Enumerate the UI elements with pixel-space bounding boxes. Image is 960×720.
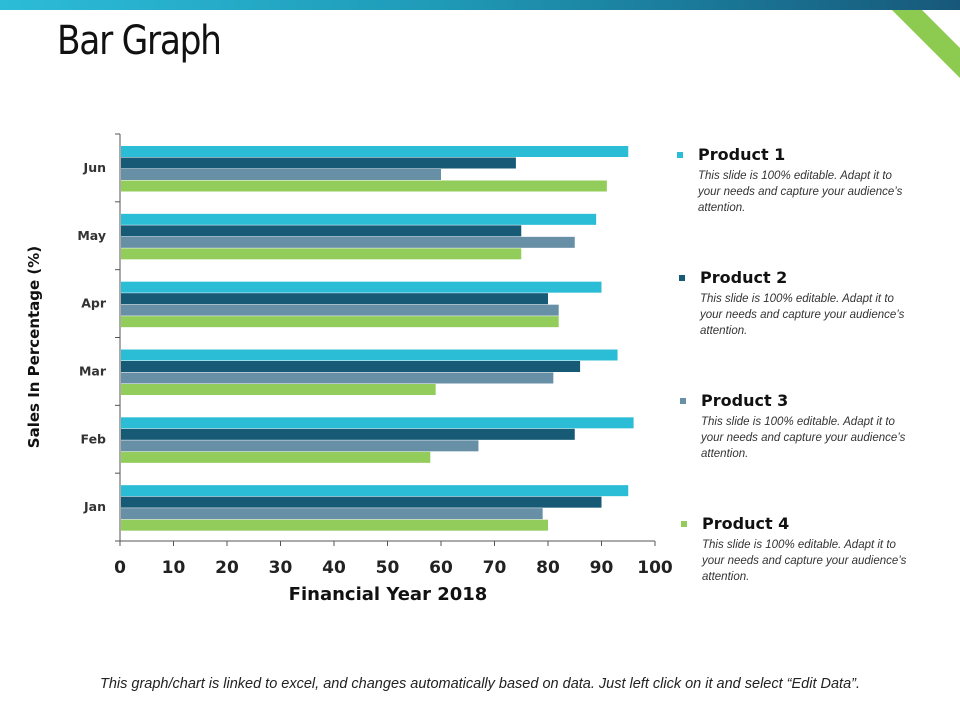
legend-description: This slide is 100% editable. Adapt it to… bbox=[701, 416, 906, 460]
bar-feb-product-4 bbox=[121, 451, 431, 463]
bar-jun-product-1 bbox=[121, 146, 629, 157]
bar-jun-product-2 bbox=[121, 157, 516, 169]
x-tick-label: 50 bbox=[376, 558, 400, 578]
x-axis-label: Financial Year 2018 bbox=[288, 584, 488, 605]
x-tick-label: 100 bbox=[637, 558, 673, 578]
x-tick-label: 80 bbox=[536, 558, 560, 578]
bar-mar-product-4 bbox=[121, 384, 436, 395]
footer-note: This graph/chart is linked to excel, and… bbox=[99, 676, 861, 692]
bar-jan-product-2 bbox=[121, 496, 602, 508]
legend-description: This slide is 100% editable. Adapt it to… bbox=[702, 539, 907, 583]
legend-item-product-1: Product 1 This slide is 100% editable. A… bbox=[677, 145, 917, 216]
bar-jun-product-4 bbox=[121, 180, 607, 192]
legend-swatch-icon bbox=[680, 397, 686, 404]
legend-name: Product 2 bbox=[700, 268, 788, 287]
bar-may-product-4 bbox=[121, 248, 522, 260]
bar-may-product-3 bbox=[121, 236, 575, 248]
bar-apr-product-2 bbox=[121, 293, 548, 305]
y-tick-label: May bbox=[77, 228, 106, 243]
x-tick-label: 0 bbox=[114, 558, 126, 578]
bar-jan-product-4 bbox=[121, 519, 548, 531]
x-tick-label: 90 bbox=[590, 558, 614, 578]
legend-name: Product 1 bbox=[698, 145, 786, 164]
y-tick-label: Feb bbox=[81, 431, 107, 446]
corner-stripe bbox=[892, 10, 960, 78]
x-tick-label: 30 bbox=[269, 558, 293, 578]
legend-item-product-4: Product 4 This slide is 100% editable. A… bbox=[681, 514, 921, 585]
y-tick-label: Mar bbox=[79, 363, 107, 378]
legend-description: This slide is 100% editable. Adapt it to… bbox=[698, 170, 903, 214]
bar-mar-product-3 bbox=[121, 372, 554, 384]
bar-mar-product-2 bbox=[121, 361, 581, 372]
bar-apr-product-4 bbox=[121, 316, 559, 328]
legend-item-product-2: Product 2 This slide is 100% editable. A… bbox=[679, 268, 919, 339]
bar-feb-product-3 bbox=[121, 440, 479, 452]
x-tick-label: 70 bbox=[483, 558, 507, 578]
legend-item-product-3: Product 3 This slide is 100% editable. A… bbox=[680, 391, 920, 462]
legend-name: Product 3 bbox=[701, 391, 789, 410]
bar-may-product-1 bbox=[121, 213, 597, 225]
bar-may-product-2 bbox=[121, 225, 522, 237]
bar-apr-product-3 bbox=[121, 304, 559, 316]
x-tick-label: 40 bbox=[322, 558, 346, 578]
bar-apr-product-1 bbox=[121, 281, 602, 293]
bar-feb-product-2 bbox=[121, 428, 575, 440]
slide-title: Bar Graph bbox=[57, 18, 222, 64]
top-accent-band bbox=[0, 0, 960, 10]
bar-jan-product-3 bbox=[121, 508, 543, 520]
legend-swatch-icon bbox=[679, 274, 685, 281]
legend-swatch-icon bbox=[677, 151, 683, 158]
legend-description: This slide is 100% editable. Adapt it to… bbox=[700, 293, 905, 337]
y-tick-label: Apr bbox=[81, 296, 107, 311]
x-tick-label: 10 bbox=[162, 558, 186, 578]
y-tick-label: Jun bbox=[83, 160, 106, 175]
bar-mar-product-1 bbox=[121, 349, 618, 361]
bar-feb-product-1 bbox=[121, 417, 634, 429]
x-tick-label: 20 bbox=[215, 558, 239, 578]
y-tick-label: Jan bbox=[83, 499, 106, 514]
bar-jun-product-3 bbox=[121, 169, 441, 180]
bar-jan-product-1 bbox=[121, 485, 629, 497]
legend-name: Product 4 bbox=[702, 514, 790, 533]
x-tick-label: 60 bbox=[429, 558, 453, 578]
legend-swatch-icon bbox=[681, 520, 687, 527]
y-axis-label: Sales In Percentage (%) bbox=[25, 245, 43, 449]
